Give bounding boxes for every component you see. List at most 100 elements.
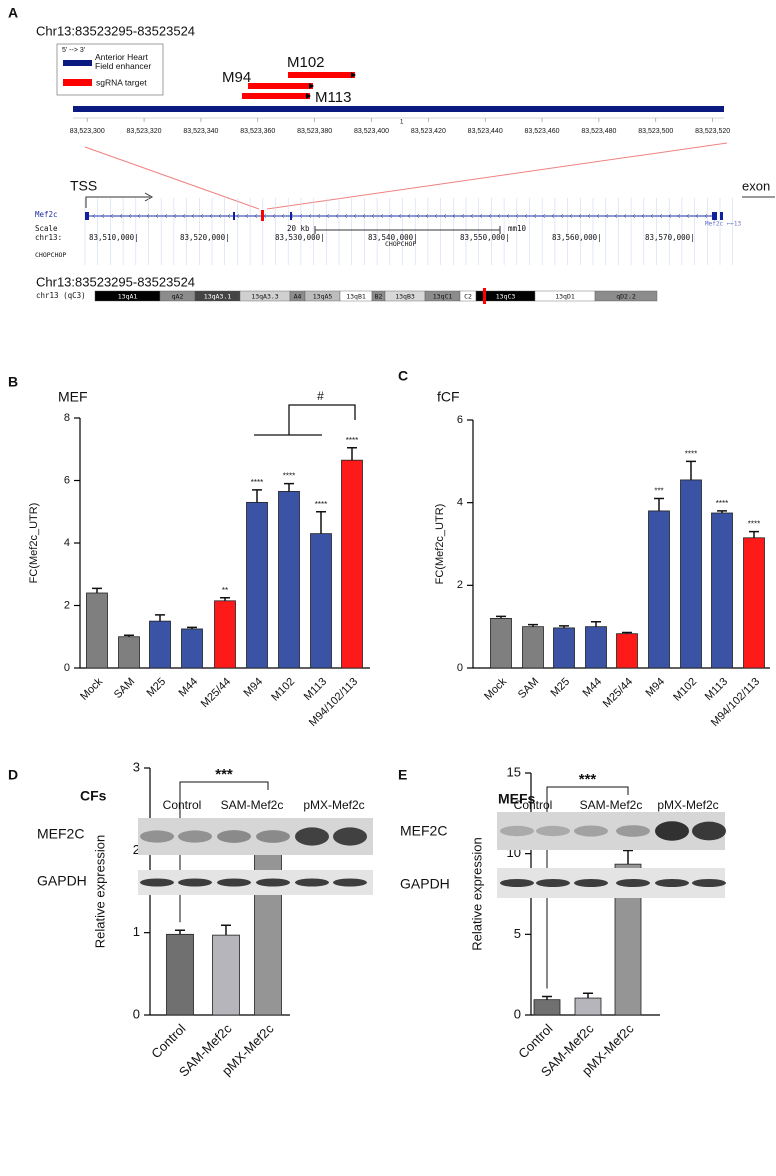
error-bar bbox=[583, 992, 593, 999]
tss-arrow-head bbox=[144, 192, 154, 202]
x-tick-label: Control bbox=[148, 1021, 188, 1061]
intron-arrow bbox=[101, 213, 105, 219]
bar bbox=[574, 997, 602, 1016]
error-bar bbox=[175, 929, 185, 935]
coord-label: 83,530,000| bbox=[275, 233, 325, 242]
band-label: 13qB3 bbox=[395, 293, 415, 301]
x-tick-label: M113 bbox=[302, 676, 329, 703]
blot-band bbox=[256, 830, 290, 843]
error-bar bbox=[717, 510, 727, 513]
y-axis-label: FC(Mef2c_UTR) bbox=[28, 503, 40, 584]
intron-arrow bbox=[326, 213, 330, 219]
chart-title: MEF bbox=[58, 389, 88, 405]
blot-band bbox=[500, 825, 534, 837]
y-tick-label: 6 bbox=[457, 414, 463, 426]
blot-band bbox=[295, 827, 329, 846]
error-bar bbox=[622, 631, 632, 634]
bar bbox=[553, 627, 575, 669]
lane-group: Control bbox=[163, 798, 202, 812]
intron-arrow bbox=[182, 213, 186, 219]
intron-arrow bbox=[533, 213, 537, 219]
region-title: Chr13:83523295-83523524 bbox=[36, 23, 195, 38]
sgrna-label: M94 bbox=[222, 69, 251, 86]
intron-arrow bbox=[542, 213, 546, 219]
intron-arrow bbox=[659, 213, 663, 219]
intron-arrow bbox=[695, 213, 699, 219]
intron-arrow bbox=[677, 213, 681, 219]
significance-label: **** bbox=[685, 449, 697, 458]
intron-arrow bbox=[452, 213, 456, 219]
ideogram-chrom: chr13 (qC3) bbox=[36, 291, 86, 300]
y-tick-label: 0 bbox=[457, 662, 463, 674]
intron-arrow bbox=[137, 213, 141, 219]
band-label: 13qA3.1 bbox=[204, 293, 231, 301]
band-label: 13qC1 bbox=[433, 293, 453, 301]
x-tick-label: M94 bbox=[644, 676, 668, 700]
intron-arrow bbox=[218, 213, 222, 219]
panel-label: C bbox=[398, 368, 408, 384]
ideogram-band bbox=[594, 290, 658, 302]
x-tick-label: M25 bbox=[145, 676, 169, 700]
intron-arrow bbox=[434, 213, 438, 219]
scale-bar-label: 20 kb bbox=[287, 224, 310, 233]
zoom-line bbox=[266, 142, 728, 210]
blot-band bbox=[217, 830, 251, 843]
y-tick-label: 15 bbox=[507, 764, 521, 779]
blot-band bbox=[500, 879, 534, 887]
y-tick-label: 0 bbox=[64, 662, 70, 674]
blot-band bbox=[692, 879, 726, 887]
intron-arrow bbox=[335, 213, 339, 219]
significance-label: **** bbox=[346, 436, 358, 445]
x-tick-label: 83,523,400 bbox=[354, 128, 389, 135]
error-bar bbox=[528, 623, 538, 627]
intron-arrow bbox=[551, 213, 555, 219]
y-tick-label: 6 bbox=[64, 474, 70, 486]
blot-band bbox=[256, 878, 290, 887]
error-bar bbox=[654, 497, 664, 511]
protein-label: MEF2C bbox=[400, 823, 447, 839]
blot-band bbox=[217, 878, 251, 887]
x-tick-label: 83,523,360 bbox=[240, 128, 275, 135]
intron-arrow bbox=[596, 213, 600, 219]
bar bbox=[166, 933, 194, 1016]
x-tick-label: 83,523,460 bbox=[525, 128, 560, 135]
intron-arrow bbox=[443, 213, 447, 219]
error-bar bbox=[252, 489, 262, 503]
coord-label: 83,520,000| bbox=[180, 233, 230, 242]
intron-arrow bbox=[209, 213, 213, 219]
y-tick-label: 1 bbox=[133, 924, 140, 939]
track-name: CHOPCHOP bbox=[35, 251, 66, 259]
blot-band bbox=[333, 878, 367, 887]
intron-arrow bbox=[461, 213, 465, 219]
x-tick-label: 83,523,420 bbox=[411, 128, 446, 135]
intron-arrow bbox=[623, 213, 627, 219]
blot-band bbox=[140, 830, 174, 843]
bar bbox=[533, 999, 561, 1016]
x-tick-label: 83,523,520 bbox=[695, 128, 730, 135]
intron-arrow bbox=[425, 213, 429, 219]
sgrna-arrow bbox=[309, 83, 314, 89]
y-tick-label: 4 bbox=[64, 537, 70, 549]
bar bbox=[246, 501, 268, 669]
gene-label: Mef2c bbox=[35, 210, 58, 219]
intron-arrow bbox=[479, 213, 483, 219]
ideogram-marker bbox=[483, 288, 486, 304]
panel-label: A bbox=[8, 5, 18, 21]
x-tick-label: M25/44 bbox=[199, 676, 233, 710]
bar bbox=[616, 633, 638, 669]
y-tick-label: 4 bbox=[457, 497, 463, 509]
intron-arrow bbox=[254, 213, 258, 219]
intron-arrow bbox=[569, 213, 573, 219]
blot-band bbox=[655, 879, 689, 887]
band-label: 13qA3.3 bbox=[251, 293, 278, 301]
y-axis-label: Relative expression bbox=[92, 835, 107, 948]
bar bbox=[310, 533, 332, 669]
y-tick-label: 2 bbox=[133, 842, 140, 857]
band-label: 13qA1 bbox=[118, 293, 138, 301]
significance-label: **** bbox=[315, 500, 327, 509]
bar bbox=[118, 636, 140, 669]
intron-arrow bbox=[506, 213, 510, 219]
band-label: 13qB1 bbox=[346, 293, 366, 301]
protein-label: GAPDH bbox=[37, 873, 87, 889]
lane-group: SAM-Mef2c bbox=[221, 798, 284, 812]
